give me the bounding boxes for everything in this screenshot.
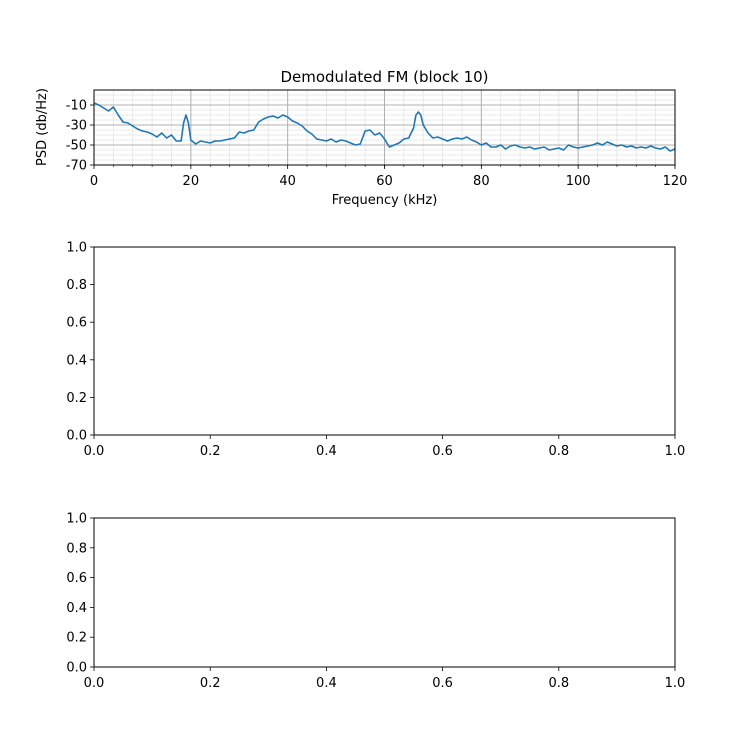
psd-data [93, 102, 676, 152]
x-tick-label: 0.6 [432, 444, 453, 459]
x-tick-label: 0.4 [316, 444, 337, 459]
empty-axes-1-ticks: 0.0 0.2 0.4 0.6 0.8 1.0 0.0 0.2 0.4 0.6 0.8 1.0 [66, 241, 685, 460]
x-tick-label: 80 [473, 174, 490, 189]
x-tick-label: 0.6 [432, 676, 453, 691]
y-tick-label: 0.8 [66, 541, 87, 556]
psd-ticks: 0 20 40 60 80 100 120 -10 -30 -50 -70 [66, 99, 688, 190]
psd-series-line-0 [93, 102, 676, 152]
x-tick-label: 120 [663, 174, 688, 189]
x-tick-label: 20 [183, 174, 200, 189]
y-tick-label: 0.8 [66, 278, 87, 293]
y-tick-label: 0.0 [66, 429, 87, 444]
y-tick-label: 0.4 [66, 353, 87, 368]
empty-axes-2-frame [93, 517, 676, 668]
empty-axes-1-frame [93, 246, 676, 436]
y-tick-label: 1.0 [66, 512, 87, 527]
x-tick-label: 0.2 [200, 444, 221, 459]
y-tick-label: 0.2 [66, 391, 87, 406]
psd-xlabel: Frequency (kHz) [332, 193, 438, 208]
x-tick-label: 1.0 [665, 444, 686, 459]
y-tick-label: -50 [66, 139, 87, 154]
y-tick-label: 0.0 [66, 661, 87, 676]
x-tick-label: 0.0 [84, 444, 105, 459]
x-tick-label: 40 [279, 174, 296, 189]
y-tick-label: -10 [66, 99, 87, 114]
y-tick-label: -70 [66, 159, 87, 174]
y-tick-label: 0.6 [66, 571, 87, 586]
psd-axes: Demodulated FM (block 10) PSD (db/Hz) Fr… [35, 68, 687, 208]
psd-title: Demodulated FM (block 10) [280, 68, 488, 86]
x-tick-label: 0 [90, 174, 98, 189]
empty-axes-2: 0.0 0.2 0.4 0.6 0.8 1.0 0.0 0.2 0.4 0.6 0.8 1.0 [66, 512, 685, 692]
y-tick-label: 0.6 [66, 316, 87, 331]
x-tick-label: 0.2 [200, 676, 221, 691]
empty-axes-1: 0.0 0.2 0.4 0.6 0.8 1.0 0.0 0.2 0.4 0.6 0.8 1.0 [66, 241, 685, 460]
x-tick-label: 0.8 [548, 444, 569, 459]
x-tick-label: 1.0 [665, 676, 686, 691]
psd-ylabel: PSD (db/Hz) [35, 88, 50, 166]
y-tick-label: 0.2 [66, 631, 87, 646]
x-tick-label: 60 [376, 174, 393, 189]
y-tick-label: 1.0 [66, 241, 87, 256]
empty-axes-2-ticks: 0.0 0.2 0.4 0.6 0.8 1.0 0.0 0.2 0.4 0.6 0.8 1.0 [66, 512, 685, 692]
y-tick-label: -30 [66, 119, 87, 134]
x-tick-label: 0.8 [548, 676, 569, 691]
y-tick-label: 0.4 [66, 601, 87, 616]
psd-frame [93, 89, 676, 166]
x-tick-label: 100 [566, 174, 591, 189]
x-tick-label: 0.0 [84, 676, 105, 691]
x-tick-label: 0.4 [316, 676, 337, 691]
